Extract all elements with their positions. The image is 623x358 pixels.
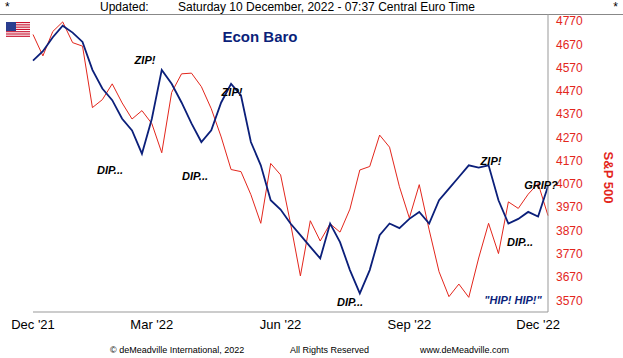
svg-text:4670: 4670 <box>556 38 583 52</box>
html-text:www.deMeadville.com: www.deMeadville.com <box>420 345 509 355</box>
html-text:Updated:: Updated: <box>100 0 149 14</box>
svg-text:3670: 3670 <box>556 270 583 284</box>
svg-text:Jun '22: Jun '22 <box>260 317 302 332</box>
html-text:ZIP!: ZIP! <box>480 155 502 167</box>
html-text:"HIP! HIP!": "HIP! HIP!" <box>484 294 542 306</box>
svg-text:3970: 3970 <box>556 200 583 214</box>
svg-text:4070: 4070 <box>556 177 583 191</box>
svg-text:Dec '22: Dec '22 <box>516 317 560 332</box>
html-text:DIP...: DIP... <box>182 170 208 182</box>
html-text:ZIP!: ZIP! <box>134 54 156 66</box>
svg-text:3870: 3870 <box>556 224 583 238</box>
svg-text:4370: 4370 <box>556 107 583 121</box>
html-text:Econ Baro: Econ Baro <box>222 28 298 45</box>
svg-text:4570: 4570 <box>556 61 583 75</box>
html-text:Saturday 10 December, 2022 - 0: Saturday 10 December, 2022 - 07:37 Centr… <box>178 0 475 14</box>
html-text:© deMeadville International, 2: © deMeadville International, 2022 <box>110 345 245 355</box>
svg-text:3770: 3770 <box>556 247 583 261</box>
svg-text:4770: 4770 <box>556 14 583 28</box>
html-text:GRIP?: GRIP? <box>524 179 558 191</box>
svg-text:Mar '22: Mar '22 <box>130 317 173 332</box>
svg-text:4170: 4170 <box>556 154 583 168</box>
svg-text:Sep '22: Sep '22 <box>388 317 432 332</box>
html-text:S&P 500: S&P 500 <box>600 151 616 204</box>
svg-text:Dec '21: Dec '21 <box>11 317 55 332</box>
html-text:ZIP!: ZIP! <box>221 86 243 98</box>
html-text:DIP...: DIP... <box>97 164 123 176</box>
html-text:DIP...: DIP... <box>337 296 363 308</box>
html-text:All Rights Reserved: All Rights Reserved <box>290 345 369 355</box>
svg-text:4270: 4270 <box>556 131 583 145</box>
svg-text:4470: 4470 <box>556 84 583 98</box>
html-text:DIP...: DIP... <box>507 236 533 248</box>
svg-text:3570: 3570 <box>556 294 583 308</box>
